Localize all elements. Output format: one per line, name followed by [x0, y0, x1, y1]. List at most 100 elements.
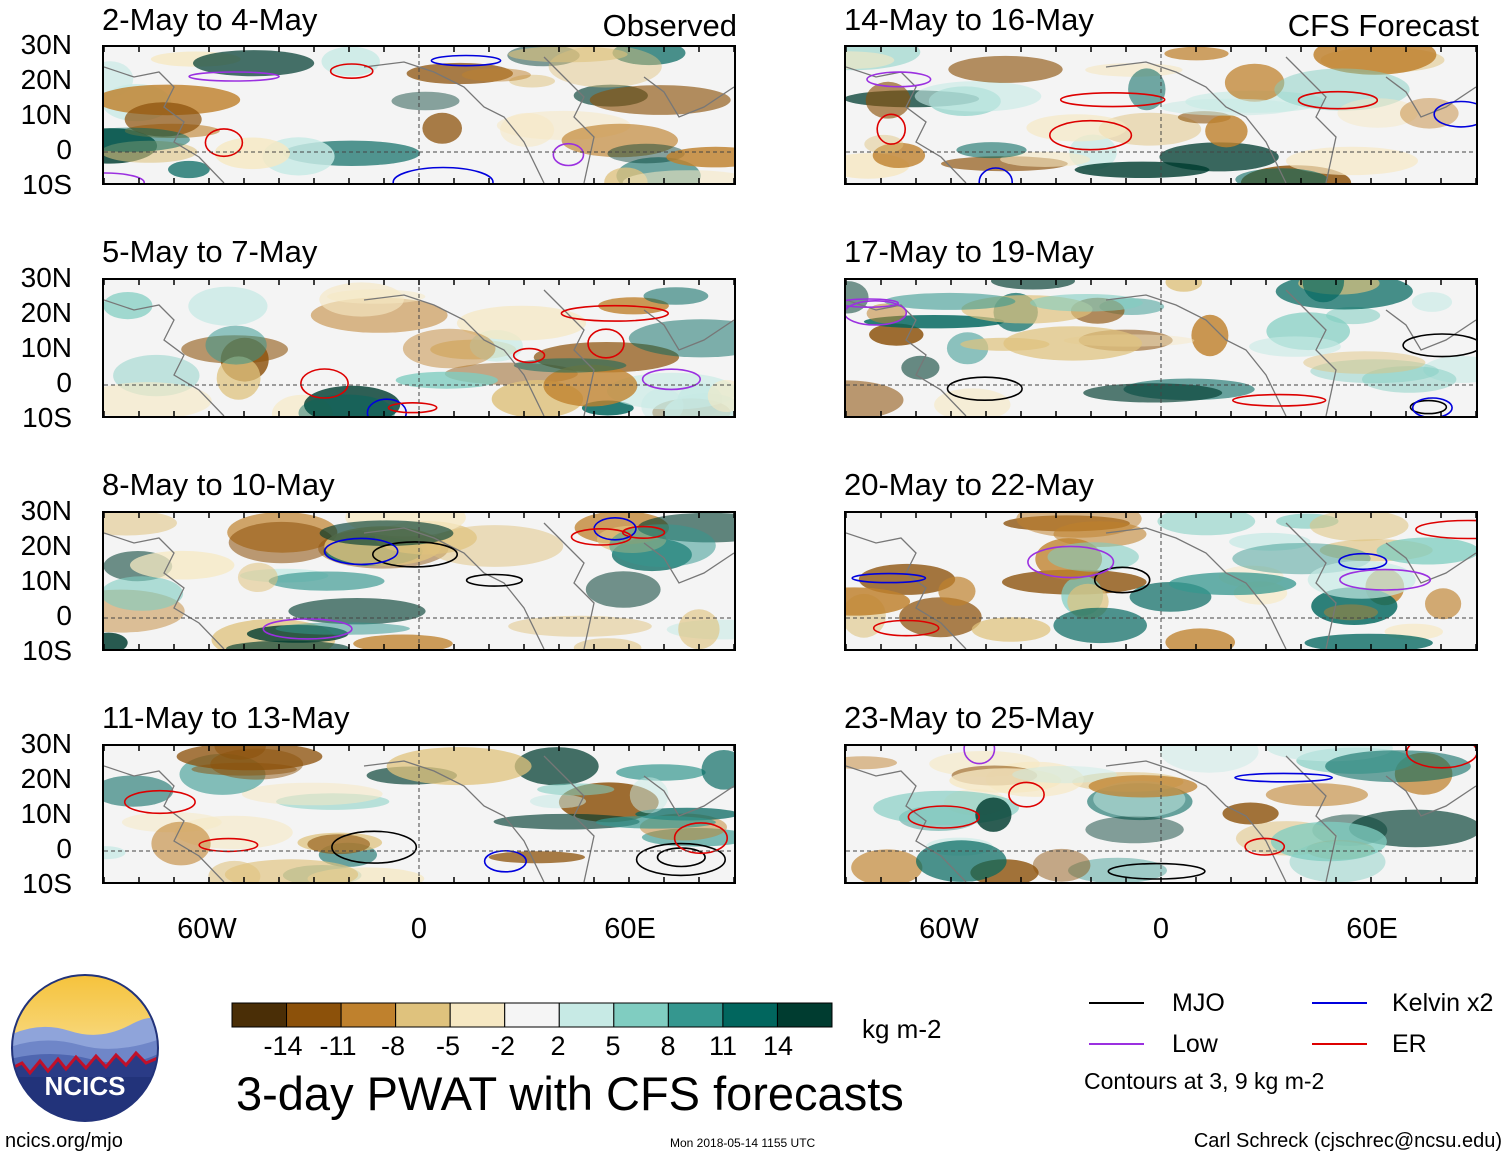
anomaly-patch [561, 123, 678, 158]
anomaly-patch [1222, 802, 1279, 825]
anomaly-patch [275, 622, 410, 635]
lat-label: 20N [20, 530, 72, 561]
anomaly-patch [1128, 68, 1166, 111]
colorbar-label: 2 [550, 1031, 566, 1061]
coastline [643, 775, 734, 817]
anomaly-patch [701, 750, 734, 790]
pwat-field [104, 47, 734, 183]
anomaly-patch [865, 81, 911, 119]
wave-contour [1232, 393, 1327, 407]
wave-contour [872, 619, 940, 637]
coastline [363, 61, 545, 183]
coastline [1285, 755, 1337, 882]
lat-label: 30N [20, 728, 72, 759]
wave-contour [392, 166, 494, 183]
lat-label: 10S [22, 402, 72, 433]
logo-text: NCICS [45, 1071, 126, 1101]
anomaly-patch [1362, 366, 1457, 393]
anomaly-patch [205, 325, 267, 365]
anomaly-patch [228, 521, 335, 564]
anomaly-patch [899, 597, 982, 638]
colorbar-label: -2 [490, 1031, 515, 1061]
anomaly-patch [353, 634, 453, 649]
anomaly-patch [1265, 783, 1368, 807]
anomaly-patch [168, 160, 210, 179]
pwat-field [104, 280, 734, 416]
coastline [543, 522, 595, 649]
wave-contour [465, 573, 524, 587]
anomaly-patch [493, 813, 640, 830]
anomaly-patch [1286, 146, 1418, 176]
coastline [363, 527, 545, 649]
colorbar-swatch [286, 1002, 342, 1028]
anomaly-patch [1235, 168, 1328, 183]
lat-label: 20N [20, 297, 72, 328]
anomaly-patch [1085, 815, 1184, 844]
anomaly-patch [846, 51, 895, 70]
lon-label: 0 [410, 913, 428, 945]
wave-contour [1339, 568, 1432, 591]
anomaly-patch [971, 617, 1051, 642]
anomaly-patch [869, 323, 924, 346]
colorbar-label: -14 [263, 1031, 303, 1061]
lat-label: 10S [22, 169, 72, 200]
anomaly-patch [641, 388, 684, 416]
coastline [1285, 522, 1337, 649]
coastline [1385, 76, 1476, 118]
map-panel-fcst-1 [844, 45, 1478, 185]
wave-contour [300, 368, 349, 399]
anomaly-patch [386, 747, 532, 786]
coastline [543, 289, 595, 416]
anomaly-patch [851, 849, 923, 882]
anomaly-patch [1310, 359, 1439, 384]
anomaly-patch [846, 587, 911, 616]
anomaly-patch [629, 777, 669, 814]
wave-contour [1433, 100, 1476, 128]
anomaly-patch [1000, 151, 1091, 167]
anomaly-patch [304, 385, 401, 416]
lat-label: 0 [56, 134, 72, 165]
anomaly-patch [1337, 98, 1418, 128]
colorbar-swatch [667, 1002, 724, 1028]
anomaly-patch [104, 382, 212, 416]
anomaly-patch [1425, 588, 1462, 620]
wave-contour [430, 54, 502, 67]
anomaly-patch [508, 47, 628, 63]
panel-title-obs-3: 8-May to 10-May [102, 467, 335, 502]
pwat-field [846, 746, 1476, 882]
legend-label-kelvin: Kelvin x2 [1392, 989, 1494, 1017]
panel-title-obs-1: 2-May to 4-May [102, 2, 318, 37]
anomaly-patch [864, 134, 904, 154]
contours-note: Contours at 3, 9 kg m-2 [1084, 1068, 1325, 1094]
legend-line-mjo [1089, 1002, 1144, 1004]
lat-label: 30N [20, 262, 72, 293]
wave-contour [946, 376, 1023, 401]
wave-contour [331, 830, 418, 864]
wave-contour [1405, 746, 1476, 769]
coastline [1105, 527, 1287, 649]
footer-timestamp: Mon 2018-05-14 1155 UTC [670, 1136, 816, 1150]
wave-contour [1411, 397, 1453, 416]
wave-contour [851, 572, 927, 584]
anomaly-patch [130, 550, 235, 580]
wave-contour [262, 618, 353, 640]
wave-contour [552, 142, 585, 167]
lon-label: 60W [919, 913, 979, 945]
anomaly-patch [1309, 513, 1409, 542]
anomaly-patch [607, 143, 685, 164]
pwat-field [104, 513, 734, 649]
anomaly-patch [948, 55, 1063, 83]
anomaly-patch [616, 764, 706, 781]
anomaly-patch [872, 142, 926, 168]
colorbar-label: 5 [605, 1031, 621, 1061]
coastline [643, 542, 734, 584]
map-panel-fcst-2 [844, 278, 1478, 418]
anomaly-patch [321, 47, 380, 77]
anomaly-patch [573, 638, 642, 649]
anomaly-patch [327, 289, 426, 304]
wave-contour [560, 304, 669, 322]
colorbar-swatch [395, 1002, 451, 1028]
pwat-field [846, 280, 1476, 416]
map-panel-obs-2 [102, 278, 736, 418]
anomaly-patch [193, 50, 315, 77]
